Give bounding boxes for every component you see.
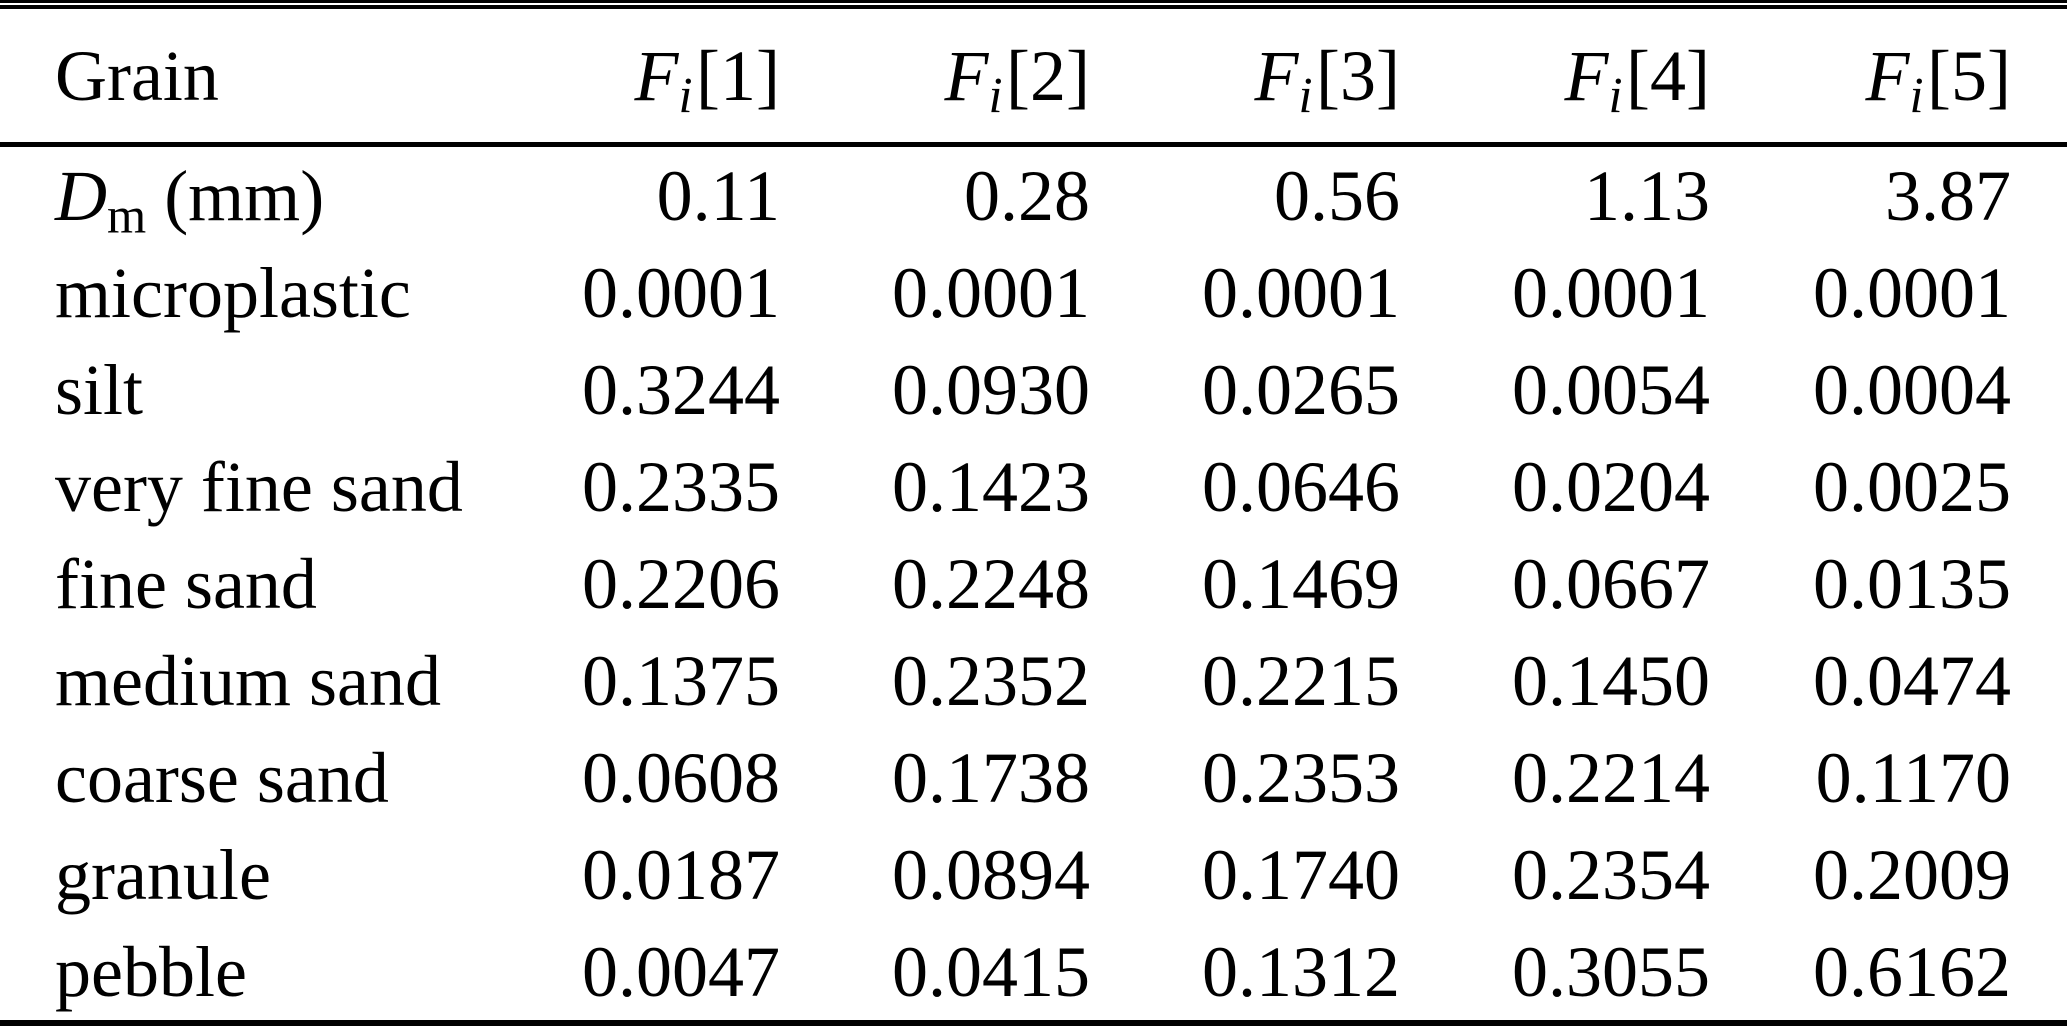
row-label: very fine sand <box>55 446 463 527</box>
column-header-f2: Fi[2] <box>780 9 1090 147</box>
f-index: [2] <box>1006 35 1090 116</box>
table-row-dm: Dm (mm) 0.11 0.28 0.56 1.13 3.87 <box>0 145 2067 245</box>
top-rule-thick <box>0 5 2067 9</box>
f-symbol: F <box>1564 35 1609 116</box>
table-row-medium-sand: medium sand 0.1375 0.2352 0.2215 0.1450 … <box>0 632 2067 729</box>
grain-fraction-table: Grain Fi[1] Fi[2] Fi[3] Fi[4] Fi[5] Dm (… <box>0 9 2067 1020</box>
value-cell: 0.2353 <box>1202 737 1400 818</box>
f-subscript: i <box>1909 67 1924 124</box>
value-cell: 0.3055 <box>1512 931 1710 1012</box>
value-cell: 0.0001 <box>1813 252 2011 333</box>
value-cell: 0.1423 <box>892 446 1090 527</box>
value-cell: 0.2248 <box>892 543 1090 624</box>
value-cell: 0.1740 <box>1202 834 1400 915</box>
row-label: medium sand <box>55 640 441 721</box>
row-label: pebble <box>55 931 247 1012</box>
value-cell: 0.1312 <box>1202 931 1400 1012</box>
f-symbol: F <box>1254 35 1299 116</box>
value-cell: 0.0001 <box>892 252 1090 333</box>
dm-unit: (mm) <box>146 155 325 236</box>
f-subscript: i <box>678 67 693 124</box>
row-label: silt <box>55 349 144 430</box>
dm-symbol: D <box>55 155 107 236</box>
value-cell: 0.56 <box>1274 155 1400 236</box>
value-cell: 0.6162 <box>1813 931 2011 1012</box>
value-cell: 0.0930 <box>892 349 1090 430</box>
top-rule-gap <box>0 3 2067 5</box>
value-cell: 0.2009 <box>1813 834 2011 915</box>
table-row-microplastic: microplastic 0.0001 0.0001 0.0001 0.0001… <box>0 244 2067 341</box>
f-symbol: F <box>944 35 989 116</box>
value-cell: 0.0001 <box>1512 252 1710 333</box>
f-index: [5] <box>1927 35 2011 116</box>
f-symbol: F <box>1865 35 1910 116</box>
value-cell: 0.0265 <box>1202 349 1400 430</box>
table-row-pebble: pebble 0.0047 0.0415 0.1312 0.3055 0.616… <box>0 923 2067 1020</box>
row-label: granule <box>55 834 271 915</box>
value-cell: 0.0894 <box>892 834 1090 915</box>
value-cell: 0.0047 <box>582 931 780 1012</box>
f-subscript: i <box>1298 67 1313 124</box>
f-subscript: i <box>988 67 1003 124</box>
value-cell: 0.1450 <box>1512 640 1710 721</box>
dm-subscript: m <box>107 187 147 244</box>
value-cell: 0.0004 <box>1813 349 2011 430</box>
value-cell: 0.0135 <box>1813 543 2011 624</box>
value-cell: 0.0187 <box>582 834 780 915</box>
value-cell: 0.0054 <box>1512 349 1710 430</box>
column-header-f3: Fi[3] <box>1090 9 1400 147</box>
value-cell: 0.0608 <box>582 737 780 818</box>
table-row-granule: granule 0.0187 0.0894 0.1740 0.2354 0.20… <box>0 826 2067 923</box>
f-index: [3] <box>1316 35 1400 116</box>
f-index: [4] <box>1626 35 1710 116</box>
column-header-grain: Grain <box>0 9 470 147</box>
value-cell: 0.2206 <box>582 543 780 624</box>
value-cell: 0.1469 <box>1202 543 1400 624</box>
table-row-very-fine-sand: very fine sand 0.2335 0.1423 0.0646 0.02… <box>0 438 2067 535</box>
value-cell: 0.2354 <box>1512 834 1710 915</box>
value-cell: 0.3244 <box>582 349 780 430</box>
value-cell: 0.0204 <box>1512 446 1710 527</box>
value-cell: 0.2352 <box>892 640 1090 721</box>
column-header-f5: Fi[5] <box>1710 9 2067 147</box>
row-label: microplastic <box>55 252 411 333</box>
table-row-coarse-sand: coarse sand 0.0608 0.1738 0.2353 0.2214 … <box>0 729 2067 826</box>
value-cell: 0.0667 <box>1512 543 1710 624</box>
value-cell: 0.28 <box>964 155 1090 236</box>
column-header-f1: Fi[1] <box>470 9 780 147</box>
value-cell: 0.0474 <box>1813 640 2011 721</box>
bottom-rule <box>0 1020 2067 1026</box>
column-header-f4: Fi[4] <box>1400 9 1710 147</box>
value-cell: 0.0025 <box>1813 446 2011 527</box>
table-row-silt: silt 0.3244 0.0930 0.0265 0.0054 0.0004 <box>0 341 2067 438</box>
value-cell: 0.11 <box>656 155 780 236</box>
value-cell: 0.0001 <box>1202 252 1400 333</box>
row-label-dm: Dm (mm) <box>0 145 470 245</box>
value-cell: 0.0001 <box>582 252 780 333</box>
row-label: coarse sand <box>55 737 389 818</box>
value-cell: 0.2335 <box>582 446 780 527</box>
f-index: [1] <box>696 35 780 116</box>
value-cell: 0.1738 <box>892 737 1090 818</box>
top-rule-thin <box>0 0 2067 3</box>
value-cell: 0.1375 <box>582 640 780 721</box>
f-subscript: i <box>1608 67 1623 124</box>
value-cell: 0.2214 <box>1512 737 1710 818</box>
header-row: Grain Fi[1] Fi[2] Fi[3] Fi[4] Fi[5] <box>0 9 2067 147</box>
f-symbol: F <box>634 35 679 116</box>
table-row-fine-sand: fine sand 0.2206 0.2248 0.1469 0.0667 0.… <box>0 535 2067 632</box>
value-cell: 0.2215 <box>1202 640 1400 721</box>
value-cell: 0.0415 <box>892 931 1090 1012</box>
row-label: fine sand <box>55 543 317 624</box>
value-cell: 0.1170 <box>1815 737 2011 818</box>
value-cell: 1.13 <box>1584 155 1710 236</box>
value-cell: 0.0646 <box>1202 446 1400 527</box>
value-cell: 3.87 <box>1885 155 2011 236</box>
